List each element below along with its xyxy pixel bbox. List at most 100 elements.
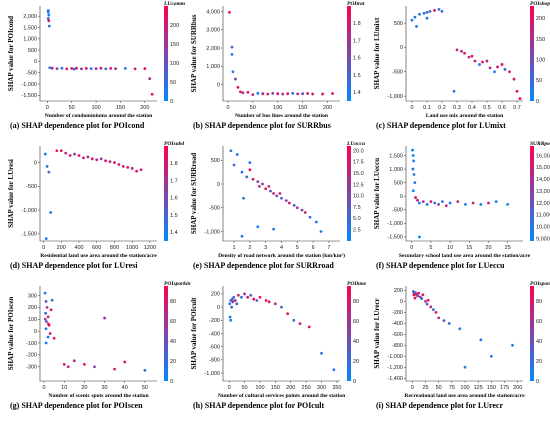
data-point <box>295 206 299 210</box>
data-point <box>49 308 53 312</box>
x-tick-label: 7 <box>327 245 330 251</box>
data-point <box>267 300 271 304</box>
colorbar-tick-label: 40 <box>536 339 542 345</box>
data-point <box>80 67 83 71</box>
data-point <box>130 166 134 170</box>
data-point <box>251 93 255 97</box>
x-tick-label: 1000 <box>126 245 138 251</box>
colorbar <box>530 286 534 381</box>
colorbar-tick-label: 1.6 <box>170 196 178 202</box>
y-tick-label: 0 <box>400 194 403 200</box>
colorbar-tick-label: 80 <box>170 299 176 305</box>
data-point <box>256 225 260 229</box>
data-point <box>68 154 72 157</box>
colorbar-tick-label: 20 <box>353 359 359 365</box>
data-point <box>230 305 234 309</box>
axes <box>222 6 340 102</box>
colorbar <box>530 6 534 101</box>
x-tick-label: 1200 <box>144 245 156 251</box>
data-point <box>489 354 493 358</box>
data-point <box>455 48 459 52</box>
panel-caption: (i) SHAP dependence plot for LUrecr <box>376 401 503 410</box>
x-tick-label: 1 <box>233 245 236 251</box>
data-point <box>463 365 467 369</box>
data-point <box>235 153 239 156</box>
data-point <box>411 167 415 171</box>
y-axis-label: SHAP value for POIcult <box>190 297 198 370</box>
data-point <box>240 170 244 174</box>
data-point <box>414 291 417 294</box>
data-point <box>298 322 302 326</box>
data-point <box>65 67 69 71</box>
colorbar-tick-label: 20.0 <box>353 148 364 154</box>
data-point <box>48 66 52 70</box>
x-tick-label: 0 <box>410 105 413 111</box>
data-point <box>437 8 441 11</box>
x-tick-label: 200 <box>140 105 149 111</box>
colorbar-tick-label: 0 <box>170 99 173 105</box>
data-point <box>121 165 125 168</box>
colorbar-tick-label: 13,000 <box>536 189 550 195</box>
x-axis-label: Number of cultural services points aroun… <box>218 393 346 399</box>
colorbar-title: POIhme <box>347 281 367 287</box>
colorbar-tick-label: 150 <box>536 37 545 43</box>
data-point <box>434 310 438 314</box>
data-point <box>143 67 147 71</box>
data-point <box>488 66 492 70</box>
data-point <box>301 92 305 96</box>
colorbar-tick-label: 1.4 <box>170 230 178 236</box>
y-tick-label: -500 <box>392 70 403 76</box>
data-point <box>135 169 139 173</box>
colorbar-tick-label: 0 <box>536 379 539 385</box>
data-point <box>113 161 116 165</box>
x-tick-label: 250 <box>302 385 311 391</box>
y-tick-label: 4,000 <box>206 9 220 15</box>
x-tick-label: 0 <box>228 385 231 391</box>
x-tick-label: 50 <box>436 385 442 391</box>
data-point <box>46 17 50 20</box>
data-point <box>314 220 318 224</box>
x-tick-label: 125 <box>474 385 483 391</box>
x-tick-label: 50 <box>142 385 148 391</box>
data-point <box>416 294 419 298</box>
data-point <box>463 51 466 55</box>
x-tick-label: 100 <box>460 385 469 391</box>
data-point <box>94 67 98 71</box>
y-axis-label: SHAP value for LUmixt <box>373 17 381 89</box>
data-point <box>420 297 424 301</box>
colorbar-title: POItrat <box>347 1 365 7</box>
data-point <box>44 327 48 331</box>
x-tick-label: 0.5 <box>483 105 491 111</box>
data-point <box>148 77 152 81</box>
data-point <box>256 180 260 184</box>
data-point <box>421 293 425 297</box>
data-point <box>266 92 270 96</box>
colorbar <box>530 146 534 241</box>
axes <box>222 286 340 382</box>
data-point <box>429 305 433 309</box>
data-point <box>95 158 99 162</box>
data-point <box>494 200 498 204</box>
data-point <box>264 299 268 302</box>
x-tick-label: 150 <box>298 105 307 111</box>
colorbar-tick-label: 1.5 <box>170 213 178 219</box>
x-tick-label: 100 <box>273 105 282 111</box>
data-point <box>284 199 288 203</box>
data-point <box>411 154 415 157</box>
y-tick-label: 2,000 <box>206 46 220 52</box>
data-point <box>231 70 235 74</box>
y-tick-label: -1,000 <box>387 221 403 227</box>
x-tick-label: 100 <box>91 105 100 111</box>
data-point <box>246 90 250 94</box>
data-point <box>456 200 460 204</box>
colorbar-tick-label: 9,000 <box>536 236 550 242</box>
data-point <box>518 97 522 100</box>
colorbar-tick-label: 1.5 <box>353 73 361 79</box>
data-point <box>44 341 48 345</box>
x-tick-label: 50 <box>241 385 247 391</box>
data-point <box>248 161 252 165</box>
colorbar <box>164 6 168 101</box>
panel-b: 0 50 100 150 200 0 1,000 2,000 3,000 4,000 SHAP va… <box>190 1 365 130</box>
colorbar-title: POIshop <box>530 1 550 7</box>
